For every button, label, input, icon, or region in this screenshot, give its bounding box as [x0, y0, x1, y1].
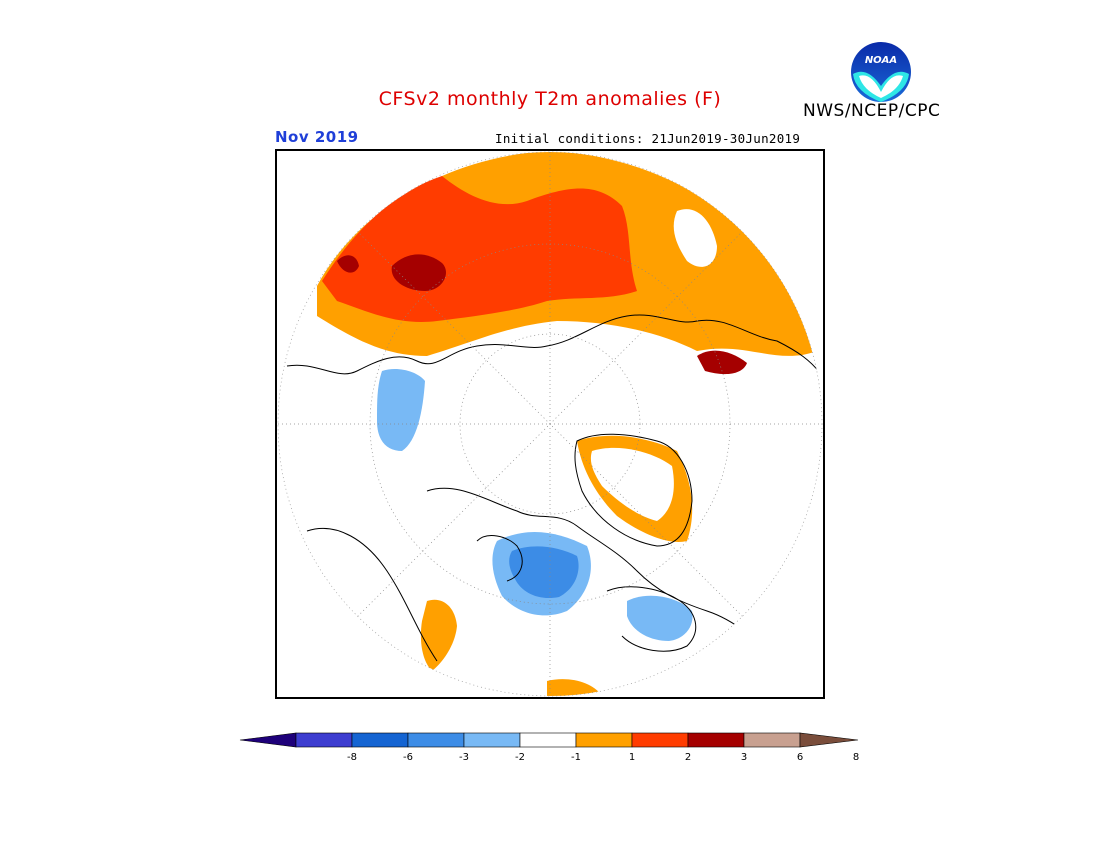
anomaly-map-svg [277, 151, 823, 697]
colorbar-box [407, 732, 465, 748]
anomaly-region-darkred-1 [391, 254, 446, 291]
colorbar-tick-label: -3 [459, 752, 469, 763]
polar-map [275, 149, 825, 699]
colorbar-box [295, 732, 353, 748]
initial-conditions: Initial conditions: 21Jun2019-30Jun2019 [495, 131, 801, 146]
anomaly-region-darkred-3 [697, 350, 747, 375]
colorbar-tick-label: -8 [347, 752, 357, 763]
anomaly-region-blue-canada [509, 546, 579, 599]
anomaly-region-red-north [322, 176, 637, 322]
colorbar-box [687, 732, 745, 748]
colorbar-tick-label: 2 [684, 752, 692, 763]
colorbar-box [463, 732, 521, 748]
coastlines [286, 314, 822, 662]
colorbar-box [519, 732, 577, 748]
anomaly-region-neutral-1 [673, 209, 717, 267]
anomaly-region-neutral-greenland [590, 447, 674, 521]
colorbar-tick-label: -2 [515, 752, 525, 763]
anomaly-region-orange-pacific [420, 599, 457, 671]
colorbar-svg [239, 732, 859, 748]
colorbar [238, 730, 862, 754]
colorbar-box [351, 732, 409, 748]
colorbar-tick-label: 3 [740, 752, 748, 763]
colorbar-tick-label: 8 [852, 752, 860, 763]
colorbar-box [575, 732, 633, 748]
noaa-logo-icon: NOAA [851, 42, 911, 102]
colorbar-tick-label: 6 [796, 752, 804, 763]
colorbar-box [743, 732, 801, 748]
colorbar-tick-label: 1 [628, 752, 636, 763]
colorbar-arrow-low [239, 732, 297, 748]
noaa-logo: NOAA [849, 40, 913, 104]
chart-title: CFSv2 monthly T2m anomalies (F) [378, 88, 722, 110]
graticule [278, 152, 822, 696]
agency-label: NWS/NCEP/CPC [803, 101, 941, 121]
logo-text: NOAA [865, 55, 897, 66]
anomaly-region-orange-atlantic [547, 679, 602, 696]
colorbar-tick-label: -1 [571, 752, 581, 763]
anomaly-region-lightblue-hudson [627, 595, 693, 641]
colorbar-box [631, 732, 689, 748]
anomaly-region-lightblue-siberia [377, 369, 425, 451]
colorbar-arrow-high [799, 732, 859, 748]
forecast-month: Nov 2019 [275, 128, 359, 146]
anomaly-region-darkred-2 [337, 255, 359, 273]
hemisphere-boundary [277, 151, 823, 697]
colorbar-tick-label: -6 [403, 752, 413, 763]
